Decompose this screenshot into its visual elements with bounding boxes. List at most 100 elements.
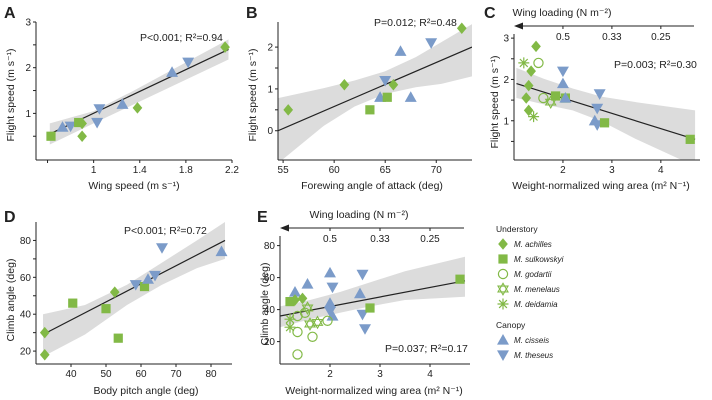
panel-c-point xyxy=(556,66,569,78)
panel-c-point xyxy=(531,40,541,53)
panel-c-point xyxy=(521,92,532,104)
panel-a-x-tick-label: 2.2 xyxy=(225,165,239,176)
panel-e-x-tick-label: 2 xyxy=(327,369,333,380)
panel-a-y-tick-label: 3 xyxy=(25,18,31,29)
panel-d-confidence-band xyxy=(43,222,225,357)
panel-c-top-tick-label: 0.33 xyxy=(602,32,622,43)
legend-item-label: M. godartii xyxy=(514,270,552,279)
panel-a-point xyxy=(77,130,87,142)
panel-b-point xyxy=(365,105,375,115)
panel-c-point xyxy=(544,95,557,109)
legend-marker xyxy=(497,350,509,361)
legend-marker xyxy=(497,282,509,296)
panel-b-ylabel: Flight speed (m s⁻¹) xyxy=(247,48,259,141)
panel-d-xlabel: Body pitch angle (deg) xyxy=(93,385,198,397)
panel-c-point xyxy=(538,92,549,104)
panel-d-x-tick-label: 70 xyxy=(170,369,182,380)
panel-e-point xyxy=(455,274,465,284)
panel-d-y-tick-label: 40 xyxy=(20,310,32,321)
panel-c-stat: P=0.003; R²=0.30 xyxy=(614,59,697,71)
panel-c-top-tick-label: 0.25 xyxy=(651,32,671,43)
panel-c-point xyxy=(551,91,561,101)
panel-e-point xyxy=(365,303,375,313)
panel-e-fit-line xyxy=(280,280,466,317)
panel-d-point xyxy=(215,245,228,257)
panel-a-y-tick-label: 2 xyxy=(25,63,31,74)
panel-a: A P<0.001; R²=0.94 Wing speed (m s⁻¹) Fl… xyxy=(4,5,239,192)
panel-b-xlabel: Forewing angle of attack (deg) xyxy=(301,180,443,192)
panel-b: B P=0.012; R²=0.48 Forewing angle of att… xyxy=(246,5,472,192)
panel-d-point xyxy=(139,281,150,292)
panel-e-x-tick-label: 3 xyxy=(377,369,383,380)
panel-c-point xyxy=(523,104,534,117)
panel-c-point xyxy=(526,65,536,77)
panel-b-plot: 55 60 65 70 0 1 2 xyxy=(267,22,472,176)
panel-c-top-axis-title: Wing loading (N m⁻²) xyxy=(513,7,612,19)
panel-c-top-axis-arrow xyxy=(514,22,523,30)
panel-c-point xyxy=(559,92,572,103)
panel-a-point xyxy=(77,117,87,130)
panel-e-point xyxy=(322,315,333,326)
panel-b-y-tick-label: 0 xyxy=(267,126,273,137)
panel-c-y-tick-label: 1 xyxy=(503,116,509,127)
panel-e-point xyxy=(324,297,336,308)
panel-d-point xyxy=(39,326,50,339)
legend-marker xyxy=(497,334,509,345)
panel-c-point xyxy=(533,57,544,69)
panel-c-point xyxy=(593,89,606,100)
panel-c-point xyxy=(685,134,695,144)
panel-e-point xyxy=(292,326,303,338)
panel-d-x-tick-label: 50 xyxy=(100,369,112,380)
panel-e-point xyxy=(326,282,339,294)
panel-a-label: A xyxy=(4,5,16,22)
panel-b-x-tick-label: 55 xyxy=(278,165,290,176)
panel-e-top-tick-label: 0.33 xyxy=(370,234,390,245)
panel-b-point xyxy=(394,45,407,56)
panel-a-point xyxy=(220,41,230,53)
legend-item-label: M. menelaus xyxy=(514,285,560,294)
legend-marker xyxy=(498,254,508,264)
panel-a-x-tick-label: 1.8 xyxy=(179,165,193,176)
panel-c: C Wing loading (N m⁻²) P=0.003; R²=0.30 … xyxy=(484,5,700,192)
panel-b-point xyxy=(388,78,399,91)
panel-d-ylabel: Climb angle (deg) xyxy=(5,259,17,342)
panel-a-y-tick-label: 1 xyxy=(25,109,31,120)
panel-e-top-tick-label: 0.5 xyxy=(323,234,337,245)
panel-d-plot: 40 50 60 70 80 20 40 60 80 xyxy=(20,222,232,380)
panel-c-x-tick-label: 4 xyxy=(658,165,664,176)
panel-c-point xyxy=(591,103,604,115)
panel-a-x-tick-label: 1 xyxy=(91,165,97,176)
panel-c-confidence-band xyxy=(516,67,696,160)
panel-d-y-tick-label: 60 xyxy=(20,273,32,284)
panel-b-point xyxy=(425,38,438,49)
panel-b-point xyxy=(339,78,350,91)
panel-d-point xyxy=(68,298,78,308)
legend-marker xyxy=(498,238,508,250)
panel-e-ylabel: Climb angle (deg) xyxy=(259,263,271,346)
panel-b-confidence-band xyxy=(278,24,472,160)
panel-d-point xyxy=(156,243,168,254)
panel-d-x-tick-label: 40 xyxy=(65,369,77,380)
panel-d-point xyxy=(109,286,120,298)
panel-e-point xyxy=(307,331,318,342)
panel-e-point xyxy=(301,301,314,315)
panel-b-fit-line xyxy=(278,46,472,132)
panel-d-x-tick-label: 60 xyxy=(135,369,147,380)
panel-e-y-tick-label: 40 xyxy=(264,305,276,316)
panel-c-label: C xyxy=(484,5,496,22)
panel-c-plot: 2 3 4 1 2 3 0.5 0.33 0.25 xyxy=(503,22,700,176)
panel-e-point xyxy=(284,313,296,325)
panel-e-y-tick-label: 60 xyxy=(264,273,276,284)
panel-c-x-tick-label: 3 xyxy=(609,165,615,176)
panel-d-stat: P<0.001; R²=0.72 xyxy=(124,225,207,237)
panel-e-top-axis-title: Wing loading (N m⁻²) xyxy=(310,209,409,221)
panel-c-point xyxy=(528,111,540,123)
panel-a-point xyxy=(46,131,56,141)
panel-e-point xyxy=(292,310,303,322)
panel-c-x-tick-label: 2 xyxy=(560,165,566,176)
panel-e-point xyxy=(324,306,336,318)
panel-a-stat: P<0.001; R²=0.94 xyxy=(140,32,223,44)
panel-a-point xyxy=(56,121,69,132)
panel-a-point xyxy=(64,121,77,133)
panel-b-point xyxy=(283,104,294,116)
